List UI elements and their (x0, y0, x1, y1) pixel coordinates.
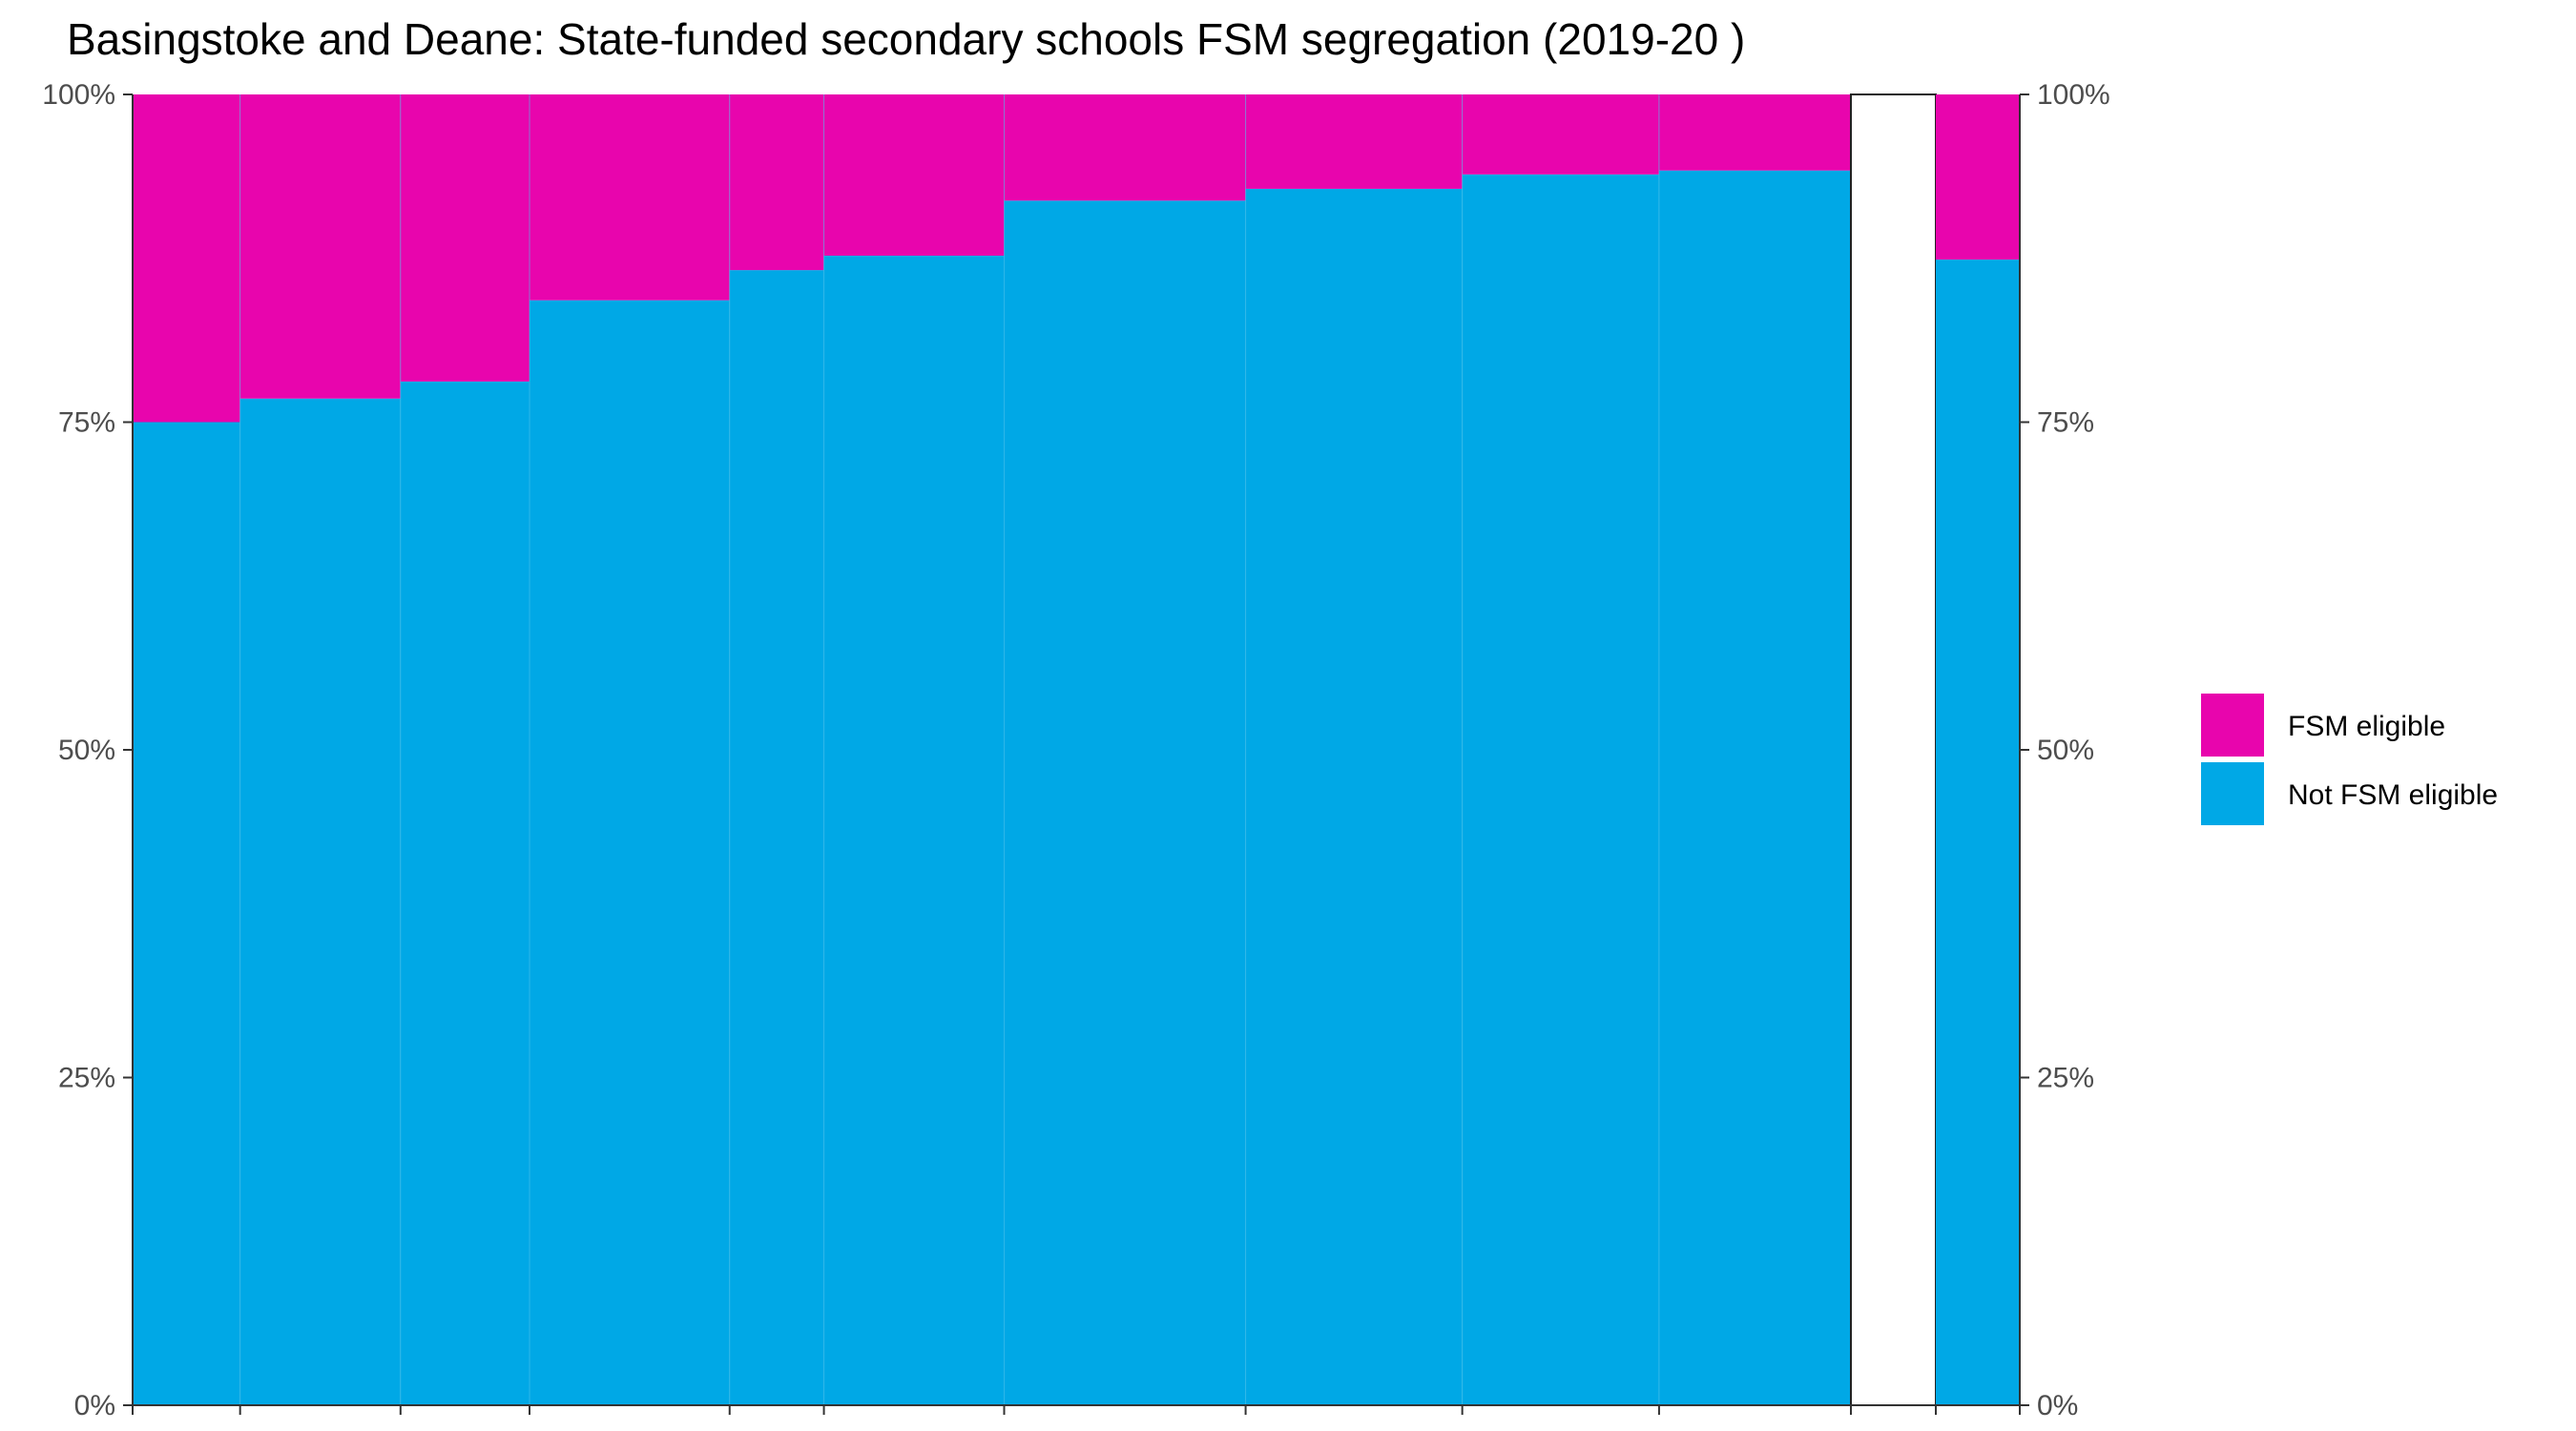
bar-fsm-5 (729, 94, 824, 271)
bars-layer (133, 93, 2020, 1406)
bar-not-fsm-8 (1245, 188, 1463, 1406)
bar-fsm-10 (1658, 94, 1851, 171)
legend-label-fsm: FSM eligible (2288, 711, 2445, 742)
y-tick-label-left: 25% (58, 1063, 115, 1094)
y-tick-label-right: 100% (2037, 79, 2110, 111)
y-tick-label-left: 50% (58, 735, 115, 766)
bar-not-fsm-9 (1462, 174, 1659, 1406)
y-tick-label-left: 0% (74, 1390, 115, 1421)
legend: FSM eligible Not FSM eligible (2201, 694, 2498, 825)
axes-layer: 0% 0% 25% 25% 50% 50% 75% 75% 100% 100% (42, 79, 2109, 1421)
bar-fsm-2 (239, 94, 401, 399)
bar-fsm-1 (133, 94, 240, 423)
y-tick-label-right: 75% (2037, 407, 2094, 439)
y-tick-label-left: 100% (42, 79, 115, 111)
y-tick-label-right: 0% (2037, 1390, 2078, 1421)
bar-not-fsm-4 (530, 300, 730, 1405)
bar-fsm-8 (1245, 94, 1463, 189)
gap-panel (1850, 93, 1937, 1406)
bar-not-fsm-6 (823, 256, 1005, 1406)
legend-key-fsm (2201, 694, 2264, 757)
y-tick-label-right: 50% (2037, 735, 2094, 766)
bar-fsm-4 (530, 94, 730, 301)
y-tick-label-right: 25% (2037, 1063, 2094, 1094)
summary-bar-not-fsm (1936, 259, 2020, 1405)
legend-key-not-fsm (2201, 762, 2264, 825)
bar-fsm-3 (400, 94, 530, 382)
bar-fsm-6 (823, 94, 1005, 257)
bar-not-fsm-2 (239, 398, 401, 1405)
bar-fsm-7 (1004, 94, 1246, 201)
legend-label-not-fsm: Not FSM eligible (2288, 779, 2498, 811)
bar-not-fsm-1 (133, 422, 240, 1405)
bar-not-fsm-7 (1004, 200, 1246, 1406)
bar-not-fsm-3 (400, 381, 530, 1405)
summary-bar-fsm (1936, 94, 2020, 260)
bar-not-fsm-10 (1658, 170, 1851, 1405)
y-tick-label-left: 75% (58, 407, 115, 439)
chart-title: Basingstoke and Deane: State-funded seco… (67, 14, 1746, 64)
bar-fsm-9 (1462, 94, 1659, 175)
bar-not-fsm-5 (729, 270, 824, 1406)
